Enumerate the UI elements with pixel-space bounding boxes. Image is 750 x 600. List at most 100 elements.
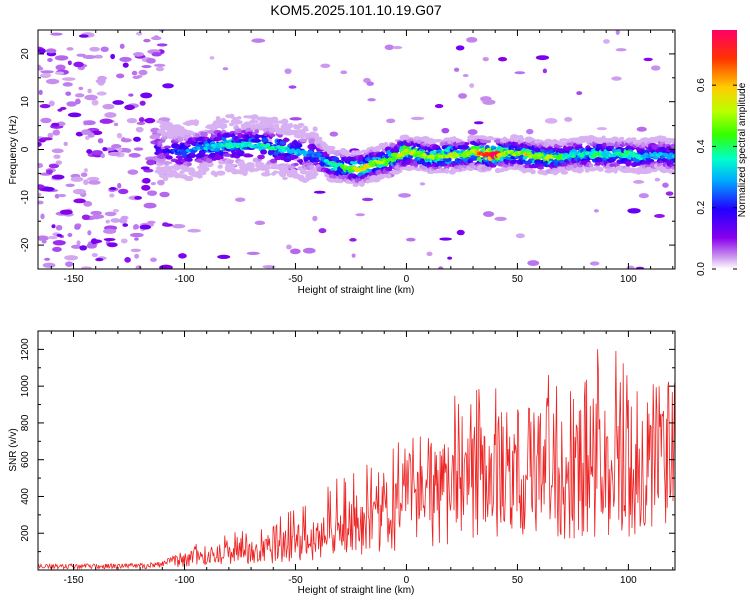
spectrogram-cell xyxy=(47,235,58,240)
spectrogram-cell xyxy=(162,83,174,89)
spectrogram-cell xyxy=(82,54,97,59)
spectrogram-cell xyxy=(129,232,144,238)
spectrogram-cell xyxy=(202,131,208,138)
spectrogram-cell xyxy=(55,160,62,165)
spectrogram-cell xyxy=(187,176,194,182)
spectrogram-cell xyxy=(38,48,46,54)
spectrogram-cell xyxy=(187,228,202,233)
spectrogram-cell xyxy=(243,154,254,158)
spectrogram-cell xyxy=(106,242,118,248)
spectrogram-cell xyxy=(150,181,156,186)
spectrogram-cell xyxy=(257,154,265,160)
spectrogram-cell xyxy=(141,184,151,191)
spectrogram-cell xyxy=(67,232,73,237)
spectrogram-cell xyxy=(40,73,52,77)
spectrogram-cell xyxy=(464,142,470,146)
spectrogram-cell xyxy=(462,74,469,78)
spectrogram-cell xyxy=(284,68,292,75)
snr-xtick-label: -100 xyxy=(174,575,194,586)
spectrogram-cell xyxy=(594,162,602,166)
spectrogram-cell xyxy=(38,163,44,169)
spectrogram-cell xyxy=(178,253,187,259)
spectrogram-cell xyxy=(39,103,51,109)
spectrogram-cell xyxy=(444,167,450,174)
spectrogram-ytick-label: 0 xyxy=(20,146,31,152)
spectrogram-cell xyxy=(40,117,52,124)
spectrogram-cell xyxy=(70,176,84,182)
spectrogram-cell xyxy=(603,39,610,44)
spectrogram-cell xyxy=(80,266,93,269)
spectrogram-cell xyxy=(593,209,599,213)
spectrogram-cell xyxy=(349,160,359,165)
spectrogram-cell xyxy=(109,186,117,191)
spectrogram-cell xyxy=(198,175,203,179)
spectrogram-cell xyxy=(286,244,292,250)
spectrogram-cell xyxy=(419,182,426,186)
spectrogram-cell xyxy=(217,164,223,169)
spectrogram-cell xyxy=(589,166,596,172)
spectrogram-cell xyxy=(288,85,297,89)
spectrogram-cell xyxy=(665,191,674,196)
spectrogram-cell xyxy=(141,64,152,69)
spectrogram-cell xyxy=(215,170,226,176)
spectrogram-cell xyxy=(78,86,84,91)
spectrogram-cell xyxy=(128,153,141,158)
spectrogram-cell xyxy=(340,70,348,75)
spectrogram-ridge-cell xyxy=(624,153,630,158)
spectrogram-cell xyxy=(358,181,365,187)
spectrogram-cell xyxy=(143,202,157,209)
spectrogram-cell xyxy=(163,161,173,165)
spectrogram-cell xyxy=(147,190,158,196)
spectrogram-cell xyxy=(64,255,79,261)
spectrogram-cell xyxy=(635,266,645,269)
spectrogram-cell xyxy=(113,122,119,127)
snr-xtick-label: -150 xyxy=(64,575,84,586)
spectrogram-cell xyxy=(312,126,318,132)
spectrogram-cell xyxy=(165,155,173,160)
spectrogram-cell xyxy=(544,117,558,124)
spectrogram-cell xyxy=(139,100,146,106)
spectrogram-cell xyxy=(83,168,88,173)
spectrogram-cell xyxy=(405,237,416,242)
spectrogram-cell xyxy=(272,170,279,174)
spectrogram-cell xyxy=(112,208,120,213)
spectrogram-cell xyxy=(59,209,73,215)
spectrogram-cell xyxy=(298,122,305,127)
spectrogram-cell xyxy=(576,91,583,96)
spectrogram-cell xyxy=(494,216,507,222)
spectrogram-cell xyxy=(108,151,121,157)
spectrogram-cell xyxy=(609,163,616,167)
spectrogram-cell xyxy=(52,246,62,252)
snr-ticks: -150 -100 -50 0 50 100 200 400 600 800 1000 1200 xyxy=(20,330,675,586)
spectrogram-cell xyxy=(104,112,117,118)
spectrogram-ytick-label: -10 xyxy=(20,190,31,205)
spectrogram-cell xyxy=(636,171,641,175)
spectrogram-cell xyxy=(105,219,110,224)
spectrogram-cell xyxy=(596,127,608,131)
spectrogram-cell xyxy=(217,254,231,259)
spectrogram-cell xyxy=(65,91,72,96)
spectrogram-cell xyxy=(294,142,303,148)
spectrogram-cell xyxy=(111,144,122,149)
spectrogram-cell xyxy=(171,224,186,229)
snr-ytick-label: 1200 xyxy=(20,338,31,361)
spectrogram-cell xyxy=(251,38,266,43)
spectrogram-cell xyxy=(627,208,641,214)
spectrogram-cell xyxy=(234,197,246,202)
spectrogram-cell xyxy=(270,116,279,122)
spectrogram-cell xyxy=(104,147,116,152)
spectrogram-cell xyxy=(130,248,141,253)
spectrogram-cell xyxy=(282,137,290,143)
spectrogram-cell xyxy=(159,191,170,198)
spectrogram-cell xyxy=(81,214,90,221)
spectrogram-cell xyxy=(643,169,653,174)
spectrogram-cell xyxy=(195,133,200,138)
spectrogram-cell xyxy=(269,158,278,164)
spectrogram-cell xyxy=(519,137,525,142)
spectrogram-cell xyxy=(215,146,221,152)
spectrogram-xtick-label: 100 xyxy=(620,274,637,285)
spectrogram-cell xyxy=(110,218,121,223)
spectrogram-cell xyxy=(89,46,100,52)
spectrogram-cell xyxy=(426,251,433,257)
spectrogram-cell xyxy=(119,43,125,49)
